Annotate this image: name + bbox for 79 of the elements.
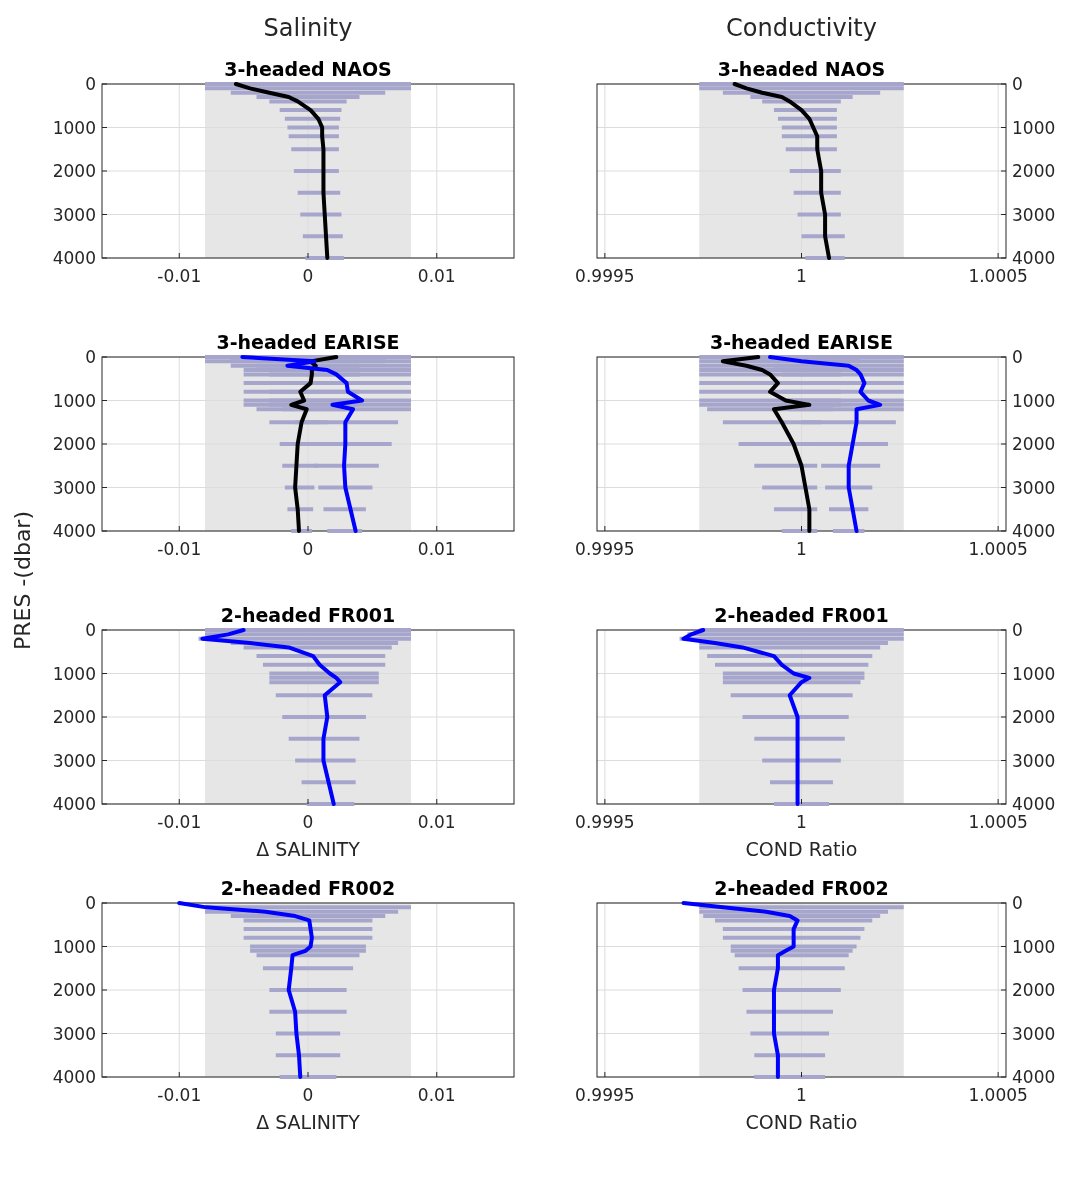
y-tick-label: 3000	[1012, 204, 1056, 225]
y-tick-label: 3000	[52, 1023, 96, 1044]
y-tick-label: 0	[1012, 620, 1023, 640]
x-tick-label: 0	[302, 1085, 314, 1105]
y-tick-label: 0	[1012, 74, 1023, 94]
x-axis-title: Δ SALINITY	[256, 1111, 361, 1133]
x-tick-label: 1	[796, 266, 807, 286]
y-tick-label: 1000	[1012, 390, 1056, 411]
x-tick-label: 0	[302, 539, 314, 559]
chart-title: 2-headed FR001	[220, 604, 396, 626]
chart-title: 2-headed FR002	[714, 877, 889, 899]
chart-title: 3-headed EARISE	[709, 331, 894, 353]
x-tick-label: 0.01	[417, 812, 456, 832]
y-tick-label: 4000	[1012, 248, 1056, 268]
y-tick-label: 4000	[1012, 1067, 1056, 1087]
chart-subtitle: Salinity	[263, 14, 353, 42]
x-tick-label: 0.9995	[575, 812, 635, 832]
x-axis-title: COND Ratio	[745, 1111, 858, 1133]
y-tick-label: 1000	[1012, 117, 1056, 138]
x-tick-label: 1.0005	[968, 539, 1028, 559]
chart-title: 3-headed NAOS	[224, 58, 392, 80]
y-tick-label: 2000	[1012, 161, 1056, 181]
y-tick-label: 0	[1012, 893, 1023, 913]
y-tick-label: 2000	[1012, 707, 1056, 727]
chart-title: 3-headed NAOS	[717, 58, 886, 80]
y-tick-label: 1000	[52, 663, 96, 684]
x-tick-label: 1	[796, 1085, 807, 1105]
y-tick-label: 4000	[1012, 794, 1056, 814]
y-tick-label: 2000	[52, 161, 96, 181]
x-tick-label: 1.0005	[968, 266, 1028, 286]
x-tick-label: -0.01	[157, 812, 202, 832]
y-tick-label: 0	[1012, 347, 1023, 367]
y-tick-label: 3000	[1012, 1023, 1056, 1044]
x-tick-label: 1	[796, 812, 807, 832]
y-tick-label: 4000	[52, 1067, 96, 1087]
chart-title: 2-headed FR001	[714, 604, 889, 626]
y-tick-label: 3000	[52, 477, 96, 498]
x-tick-label: 0.9995	[575, 1085, 635, 1105]
x-tick-label: 0.01	[417, 266, 456, 286]
x-tick-label: 0.9995	[575, 266, 635, 286]
y-tick-label: 2000	[52, 980, 96, 1000]
y-tick-label: 2000	[1012, 434, 1056, 454]
x-tick-label: 0.01	[417, 1085, 456, 1105]
y-tick-label: 0	[85, 893, 96, 913]
y-tick-label: 1000	[1012, 663, 1056, 684]
chart-title: 2-headed FR002	[220, 877, 396, 899]
x-tick-label: 1	[796, 539, 807, 559]
y-axis-title: PRES -(dbar)	[10, 511, 35, 650]
x-tick-label: -0.01	[157, 539, 202, 559]
x-tick-label: 0.9995	[575, 539, 635, 559]
y-tick-label: 4000	[52, 794, 96, 814]
y-tick-label: 0	[85, 74, 96, 94]
x-tick-label: -0.01	[157, 1085, 202, 1105]
x-tick-label: 0.01	[417, 539, 456, 559]
chart-title: 3-headed EARISE	[216, 331, 400, 353]
y-tick-label: 0	[85, 620, 96, 640]
y-tick-label: 2000	[52, 707, 96, 727]
y-tick-label: 0	[85, 347, 96, 367]
y-tick-label: 1000	[52, 117, 96, 138]
y-tick-label: 3000	[1012, 477, 1056, 498]
x-tick-label: 1.0005	[968, 812, 1028, 832]
y-tick-label: 1000	[52, 936, 96, 957]
y-tick-label: 4000	[52, 521, 96, 541]
y-tick-label: 4000	[1012, 521, 1056, 541]
x-tick-label: 1.0005	[968, 1085, 1028, 1105]
x-tick-label: -0.01	[157, 266, 202, 286]
y-tick-label: 2000	[52, 434, 96, 454]
y-tick-label: 4000	[52, 248, 96, 268]
x-tick-label: 0	[302, 812, 314, 832]
y-tick-label: 3000	[1012, 750, 1056, 771]
y-tick-label: 1000	[1012, 936, 1056, 957]
y-tick-label: 2000	[1012, 980, 1056, 1000]
y-tick-label: 3000	[52, 204, 96, 225]
y-tick-label: 1000	[52, 390, 96, 411]
x-axis-title: COND Ratio	[745, 838, 858, 860]
x-axis-title: Δ SALINITY	[256, 838, 361, 860]
y-tick-label: 3000	[52, 750, 96, 771]
chart-subtitle: Conductivity	[726, 14, 877, 42]
x-tick-label: 0	[302, 266, 314, 286]
